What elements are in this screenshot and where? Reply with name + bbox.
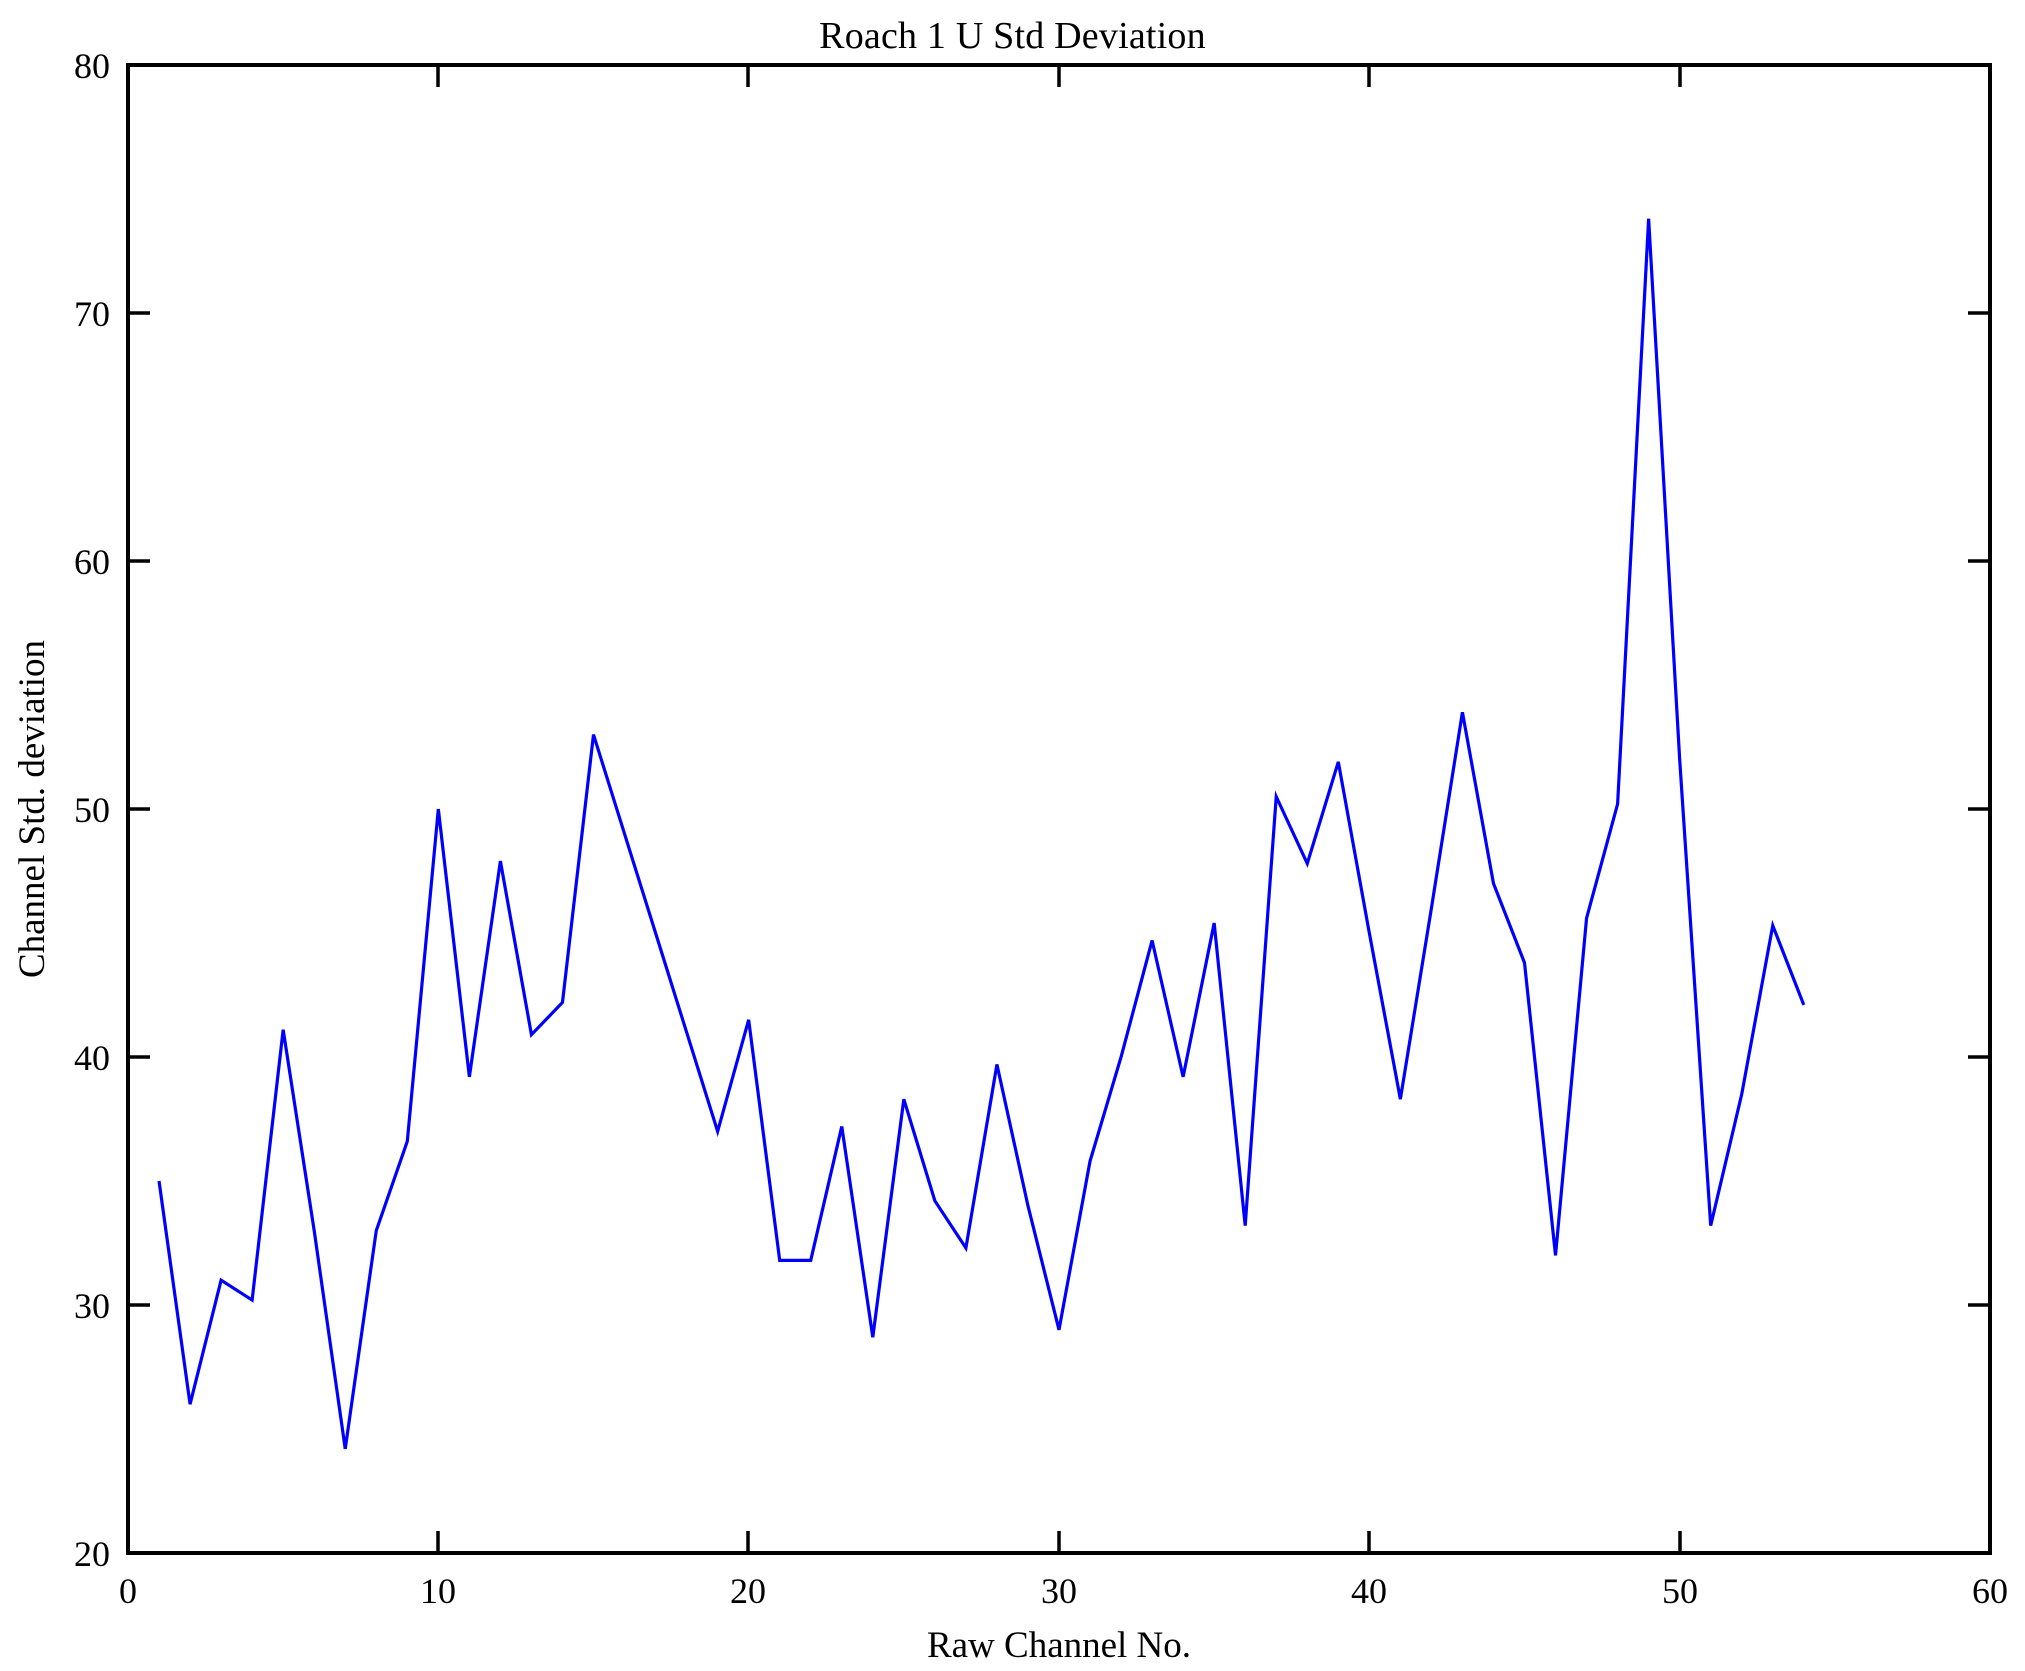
x-tick-label: 60: [1972, 1571, 2008, 1611]
y-tick-label: 50: [74, 790, 110, 830]
x-tick-label: 30: [1041, 1571, 1077, 1611]
y-tick-labels: 20 30 40 50 60 70 80: [74, 46, 110, 1574]
y-axis-ticks: [128, 63, 1990, 1555]
data-series-line: [157, 218, 1806, 1450]
y-tick-label: 70: [74, 294, 110, 334]
y-tick-label: 30: [74, 1286, 110, 1326]
x-tick-label: 40: [1351, 1571, 1387, 1611]
y-tick-label: 60: [74, 542, 110, 582]
y-tick-label: 20: [74, 1534, 110, 1574]
chart-title: Roach 1 U Std Deviation: [819, 15, 1206, 57]
x-axis-title: Raw Channel No.: [927, 1625, 1191, 1666]
x-tick-label: 10: [420, 1571, 456, 1611]
y-tick-label: 80: [74, 46, 110, 86]
y-axis-title: Channel Std. deviation: [12, 640, 53, 978]
x-tick-label: 20: [730, 1571, 766, 1611]
x-tick-labels: 0 10 20 30 40 50 60: [119, 1571, 2008, 1611]
x-tick-label: 50: [1662, 1571, 1698, 1611]
y-tick-label: 40: [74, 1038, 110, 1078]
x-tick-label: 0: [119, 1571, 137, 1611]
x-axis-ticks: [126, 65, 1992, 1553]
